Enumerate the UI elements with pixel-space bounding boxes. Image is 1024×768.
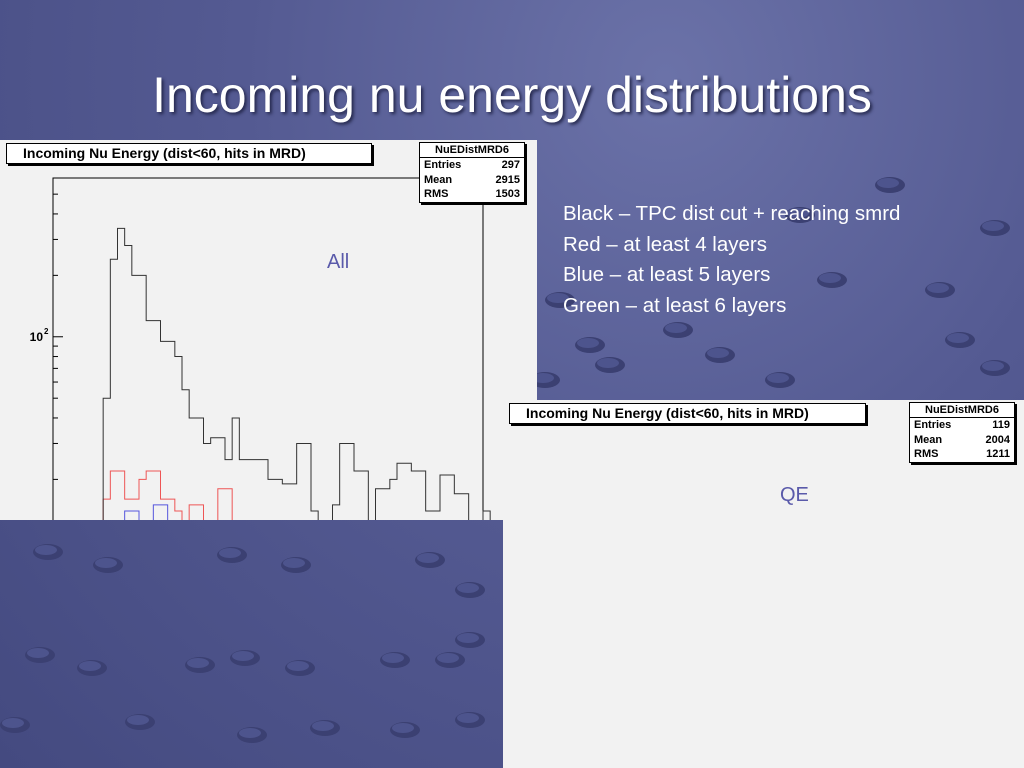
stats-mean-label: Mean bbox=[914, 433, 943, 446]
stats-rms-value: 1211 bbox=[986, 448, 1010, 460]
stats-entries-label: Entries bbox=[914, 419, 952, 431]
stats-name: NuEDistMRD6 bbox=[910, 403, 1014, 418]
legend-black: Black – TPC dist cut + reaching smrd bbox=[563, 202, 901, 225]
histogram-qe-stats-box: NuEDistMRD6 Entries 119 Mean 2004 RMS 1211 bbox=[909, 402, 1015, 463]
stats-rms-label: RMS bbox=[914, 448, 939, 460]
stats-entries-value: 297 bbox=[501, 159, 520, 171]
bg-dot-highlight bbox=[819, 273, 841, 283]
stats-rms-label: RMS bbox=[424, 188, 449, 200]
bg-dot-highlight bbox=[417, 553, 439, 563]
bg-dot-highlight bbox=[187, 658, 209, 668]
histogram-qe-title: Incoming Nu Energy (dist<60, hits in MRD… bbox=[509, 403, 866, 424]
bg-dot-highlight bbox=[947, 333, 969, 343]
bg-dot-highlight bbox=[287, 661, 309, 671]
bg-dot-highlight bbox=[35, 545, 57, 555]
legend-green: Green – at least 6 layers bbox=[563, 293, 787, 317]
histogram-all-tag: All bbox=[327, 251, 350, 273]
series-red-line bbox=[102, 470, 233, 520]
bg-dot-highlight bbox=[577, 338, 599, 348]
bg-dot-highlight bbox=[437, 653, 459, 663]
bg-dot-highlight bbox=[219, 548, 241, 558]
bg-dot-highlight bbox=[982, 221, 1004, 231]
stats-mean-value: 2915 bbox=[495, 173, 520, 186]
stats-entries-value: 119 bbox=[992, 419, 1010, 431]
bg-dot-highlight bbox=[127, 715, 149, 725]
bg-dot-highlight bbox=[547, 293, 569, 303]
slide-title: Incoming nu energy distributions bbox=[152, 67, 872, 123]
histogram-all-panel: 010002000300040005000600010102 Incoming … bbox=[0, 140, 537, 520]
stats-mean-value: 2004 bbox=[985, 433, 1010, 446]
bg-dot-highlight bbox=[382, 653, 404, 663]
bg-dot-highlight bbox=[532, 373, 554, 383]
series-black-line bbox=[102, 227, 527, 520]
legend-blue: Blue – at least 5 layers bbox=[563, 263, 771, 286]
series-legend: Black – TPC dist cut + reaching smrd Red… bbox=[563, 199, 900, 321]
bg-dot-highlight bbox=[239, 728, 261, 738]
legend-red: Red – at least 4 layers bbox=[563, 232, 767, 256]
histogram-all-title: Incoming Nu Energy (dist<60, hits in MRD… bbox=[6, 143, 372, 164]
bg-dot-highlight bbox=[767, 373, 789, 383]
bg-dot-highlight bbox=[392, 723, 414, 733]
stats-name: NuEDistMRD6 bbox=[420, 143, 524, 158]
bg-dot-highlight bbox=[707, 348, 729, 358]
y-tick-label: 10 bbox=[30, 330, 44, 344]
bg-dot-highlight bbox=[457, 633, 479, 643]
bg-dot-highlight bbox=[95, 558, 117, 568]
bg-dot-highlight bbox=[787, 208, 809, 218]
stats-mean-label: Mean bbox=[424, 173, 453, 186]
bg-dot-highlight bbox=[877, 178, 899, 188]
bg-dot-highlight bbox=[79, 661, 101, 671]
bg-dot-highlight bbox=[2, 718, 24, 728]
bg-dot-highlight bbox=[232, 651, 254, 661]
histogram-qe-tag: QE bbox=[780, 484, 809, 506]
bg-dot-highlight bbox=[927, 283, 949, 293]
bg-dot-highlight bbox=[597, 358, 619, 368]
y-tick-exponent: 2 bbox=[44, 327, 49, 336]
histogram-qe-panel: 0100020003000400050006000110102 Incoming… bbox=[503, 400, 1024, 768]
histogram-all-stats-box: NuEDistMRD6 Entries 297 Mean 2915 RMS 1503 bbox=[419, 142, 525, 203]
bg-dot-highlight bbox=[982, 361, 1004, 371]
histogram-all-chart: 010002000300040005000600010102 bbox=[30, 177, 527, 520]
bg-dot-highlight bbox=[457, 713, 479, 723]
stats-rms-value: 1503 bbox=[495, 188, 520, 200]
bg-dot-highlight bbox=[283, 558, 305, 568]
bg-dot-highlight bbox=[27, 648, 49, 658]
bg-dot-highlight bbox=[457, 583, 479, 593]
bg-dot-highlight bbox=[312, 721, 334, 731]
bg-dot-highlight bbox=[665, 323, 687, 333]
stats-entries-label: Entries bbox=[424, 159, 462, 171]
